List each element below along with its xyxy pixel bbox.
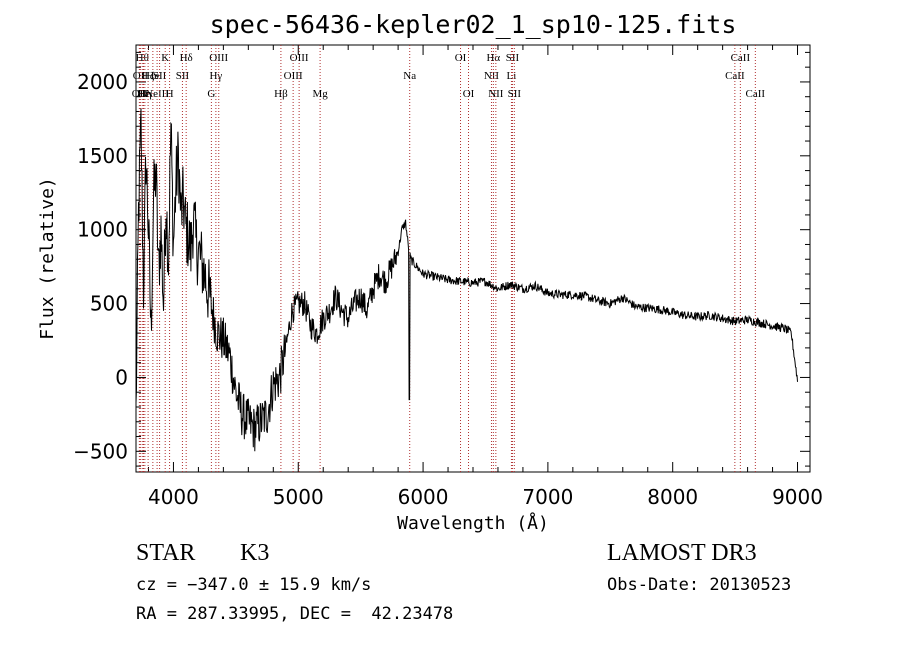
x-tick-label: 5000: [273, 485, 324, 509]
x-tick-label: 8000: [647, 485, 698, 509]
coordinates: RA = 287.33995, DEC = 42.23478: [136, 604, 454, 624]
y-tick-label: 2000: [77, 70, 128, 94]
line-marker-label: Mg: [312, 88, 328, 100]
line-marker-label: OIII: [290, 52, 309, 64]
spectrum-line: [135, 108, 798, 452]
line-marker-label: CaII: [725, 70, 745, 82]
line-marker-label: NeIII: [145, 88, 169, 100]
line-marker-label: He: [146, 70, 159, 82]
y-axis-label: Flux (relative): [37, 177, 58, 340]
line-marker-label: SII: [153, 70, 167, 82]
line-marker-label: CaII: [746, 88, 766, 100]
line-marker-label: Li: [507, 70, 517, 82]
x-tick-label: 7000: [522, 485, 573, 509]
line-marker-label: OI: [463, 88, 475, 100]
line-marker-label: CaII: [731, 52, 751, 64]
line-marker-label: NII: [484, 70, 500, 82]
y-tick-label: −500: [73, 439, 128, 463]
line-marker-label: G: [207, 88, 215, 100]
line-marker-label: SII: [508, 88, 522, 100]
object-subclass: K3: [240, 540, 270, 566]
x-axis-label: Wavelength (Å): [397, 512, 549, 534]
survey-name: LAMOST DR3: [607, 540, 757, 566]
obs-date: Obs-Date: 20130523: [607, 575, 792, 595]
line-marker-label: Hγ: [209, 70, 222, 82]
line-marker-label: OIII: [209, 52, 228, 64]
plot-axes: [135, 44, 811, 473]
line-marker-label: Hζ: [142, 70, 155, 82]
line-marker-label: Hα: [486, 52, 500, 64]
x-tick-label: 9000: [772, 485, 823, 509]
redshift-readout: cz = −347.0 ± 15.9 km/s: [136, 575, 372, 595]
line-marker-label: K: [161, 52, 169, 64]
axis-labels: 4000 5000 6000 7000 8000 9000 −500 0 500 1000 1500…: [37, 10, 823, 534]
chart-title: spec-56436-kepler02_1_sp10-125.fits: [210, 10, 737, 39]
line-marker-label: Hδ: [180, 52, 193, 64]
line-marker-label: OIII: [284, 70, 303, 82]
line-marker-label: SII: [176, 70, 190, 82]
object-type: STAR: [136, 540, 196, 566]
line-marker-label: Hθ: [136, 52, 149, 64]
line-marker-label: Hε: [137, 88, 150, 100]
y-tick-label: 0: [115, 365, 128, 389]
plot-frame: [135, 44, 811, 473]
line-marker-label: H: [166, 88, 174, 100]
line-marker-label: Na: [403, 70, 416, 82]
line-marker-label: NII: [488, 88, 504, 100]
line-markers: OIIOIIHθHεHηHζHeNeIIISIIKHSIIHδGHγOIIIHβ…: [132, 45, 766, 472]
line-marker-label: OI: [455, 52, 467, 64]
x-tick-label: 4000: [148, 485, 199, 509]
line-marker-label: Hβ: [274, 88, 288, 100]
y-tick-label: 500: [90, 292, 128, 316]
spectrum-series: [135, 108, 798, 452]
x-tick-label: 6000: [398, 485, 449, 509]
y-tick-label: 1000: [77, 218, 128, 242]
y-tick-label: 1500: [77, 144, 128, 168]
line-marker-label: SII: [506, 52, 520, 64]
